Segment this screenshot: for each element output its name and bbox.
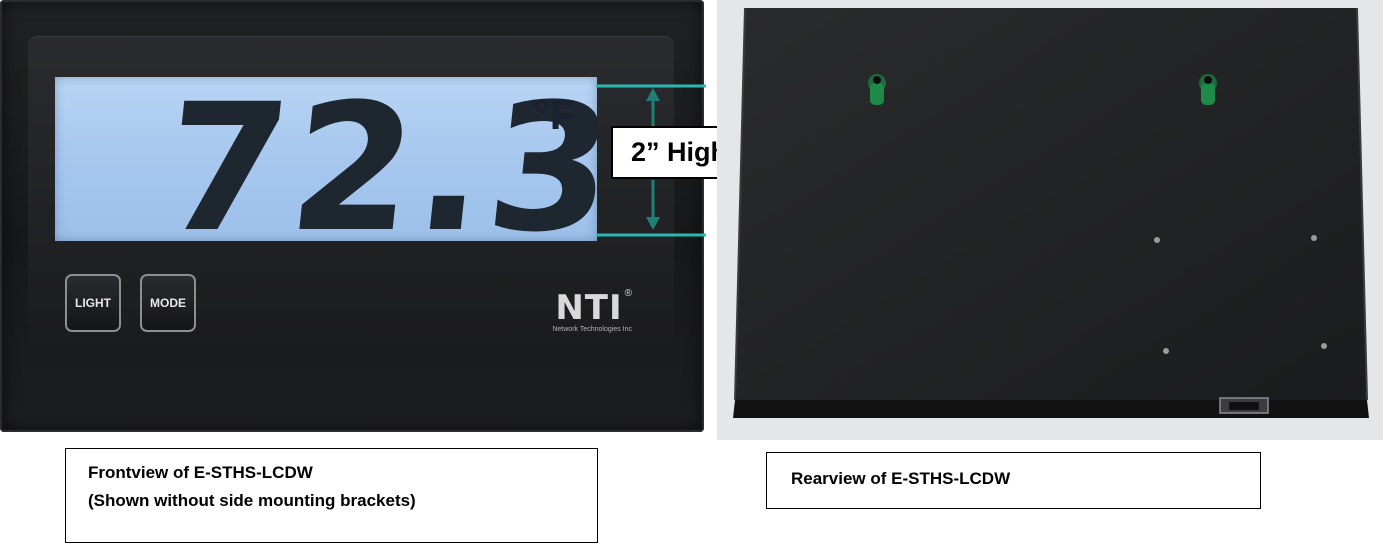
screw-icon xyxy=(1154,237,1160,243)
registered-mark: ® xyxy=(624,288,632,299)
up-arrow-icon xyxy=(646,88,660,101)
mode-button[interactable]: MODE xyxy=(140,274,196,332)
screw-icon xyxy=(1311,235,1317,241)
rear-bottom-edge xyxy=(733,400,1369,418)
temperature-value: 72.3 xyxy=(155,77,597,241)
keyhole-right-icon xyxy=(1199,74,1217,105)
screw-icon xyxy=(1321,343,1327,349)
front-caption-title: Frontview of E-STHS-LCDW xyxy=(88,463,313,482)
front-view-device: 72.3 °F LIGHT MODE NTI ® Network Technolo… xyxy=(0,0,704,432)
down-arrow-icon xyxy=(646,217,660,230)
rear-caption-title: Rearview of E-STHS-LCDW xyxy=(791,469,1011,488)
rear-caption: Rearview of E-STHS-LCDW xyxy=(766,452,1261,509)
front-caption-note: (Shown without side mounting brackets) xyxy=(88,491,416,510)
temperature-reading: 72.3 °F xyxy=(155,77,597,241)
rear-view-photo xyxy=(717,0,1383,440)
brand-logo: NTI ® Network Technologies Inc xyxy=(512,288,632,333)
screw-icon xyxy=(1163,348,1169,354)
temperature-unit: °F xyxy=(533,91,575,138)
front-caption: Frontview of E-STHS-LCDW (Shown without … xyxy=(65,448,598,543)
light-button[interactable]: LIGHT xyxy=(65,274,121,332)
brand-tagline: Network Technologies Inc xyxy=(552,326,632,333)
height-measurement xyxy=(596,84,706,237)
rear-view-device xyxy=(733,7,1369,418)
rear-panel xyxy=(735,8,1367,400)
lcd-display: 72.3 °F xyxy=(55,77,597,241)
brand-name: NTI xyxy=(555,288,623,328)
keyhole-left-icon xyxy=(868,74,886,105)
